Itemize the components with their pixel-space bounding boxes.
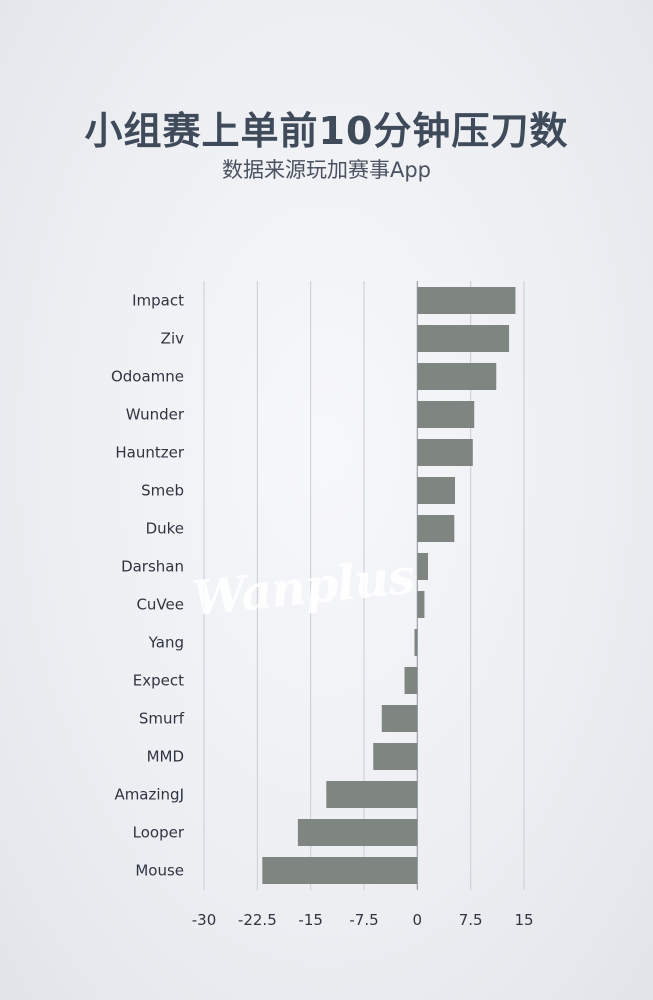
category-label: Smurf xyxy=(139,710,185,728)
bar-ziv xyxy=(417,325,510,352)
x-tick-label: 15 xyxy=(514,911,533,929)
bar-cuvee xyxy=(417,591,425,618)
x-tick-label: 0 xyxy=(413,911,423,929)
tick-labels: -30 -22.5 -15 -7.5 0 7.5 15 xyxy=(192,911,534,929)
x-tick-label: -30 xyxy=(192,911,217,929)
category-label: Yang xyxy=(148,634,184,652)
bar-expect xyxy=(404,667,418,694)
bar-yang xyxy=(414,629,418,656)
x-tick-label: 7.5 xyxy=(459,911,483,929)
chart-subtitle: 数据来源玩加赛事App xyxy=(221,158,432,182)
x-tick-label: -7.5 xyxy=(349,911,378,929)
category-label: Looper xyxy=(133,824,185,842)
bar-wunder xyxy=(417,401,475,428)
bar-amazingj xyxy=(326,781,418,808)
category-label: Impact xyxy=(132,292,184,310)
bar-smeb xyxy=(417,477,456,504)
x-tick-label: -22.5 xyxy=(238,911,277,929)
chart-title: 小组赛上单前10分钟压刀数 xyxy=(84,109,569,153)
x-tick-label: -15 xyxy=(298,911,323,929)
category-label: Ziv xyxy=(161,330,184,348)
category-label: Mouse xyxy=(135,862,184,880)
category-label: Duke xyxy=(146,520,184,538)
bar-odoamne xyxy=(417,363,497,390)
category-labels: Impact Ziv Odoamne Wunder Hauntzer Smeb Duke Da… xyxy=(111,292,185,880)
bar-duke xyxy=(417,515,455,542)
bar-mouse xyxy=(262,857,418,884)
category-label: MMD xyxy=(147,748,184,766)
bar-impact xyxy=(417,287,516,314)
category-label: CuVee xyxy=(136,596,184,614)
category-label: Expect xyxy=(133,672,184,690)
category-label: AmazingJ xyxy=(114,786,184,804)
bar-hauntzer xyxy=(417,439,473,466)
category-label: Wunder xyxy=(126,406,185,424)
category-label: Odoamne xyxy=(111,368,184,386)
category-label: Darshan xyxy=(121,558,184,576)
bars-layer xyxy=(262,287,516,884)
bar-looper xyxy=(297,819,418,846)
bar-mmd xyxy=(373,743,418,770)
category-label: Smeb xyxy=(141,482,184,500)
bar-smurf xyxy=(381,705,418,732)
category-label: Hauntzer xyxy=(115,444,184,462)
bar-darshan xyxy=(417,553,428,580)
